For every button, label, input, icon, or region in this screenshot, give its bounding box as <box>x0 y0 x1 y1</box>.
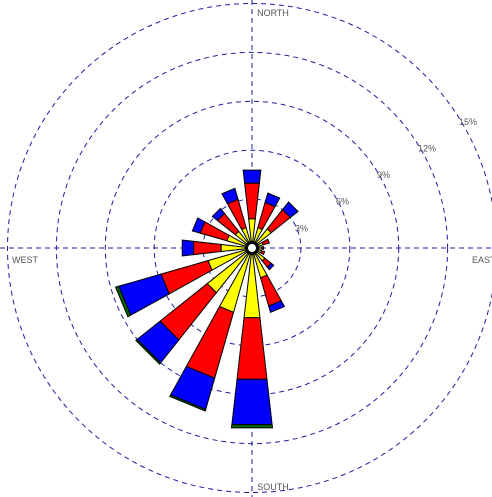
ring-label-15: 15% <box>459 117 477 127</box>
ring-label-9: 9% <box>377 170 390 180</box>
petal-270-class-2 <box>193 240 222 256</box>
label-east: EAST <box>472 255 492 265</box>
petal-157.5-class-2 <box>259 274 283 307</box>
labels: NORTH EAST SOUTH WEST <box>12 8 492 492</box>
petal-315-class-3 <box>211 207 226 222</box>
petal-45-class-3 <box>281 201 299 219</box>
grid-ring-15 <box>7 3 492 493</box>
petal-180-class-3 <box>231 378 273 426</box>
petals <box>114 169 299 429</box>
ring-label-3: 3% <box>295 223 308 233</box>
petal-202.5-class-4 <box>169 394 207 412</box>
petal-180-class-2 <box>236 317 268 380</box>
calm-center <box>245 241 259 255</box>
ring-label-12: 12% <box>418 143 436 153</box>
petal-180-class-4 <box>230 424 274 429</box>
petal-225-class-4 <box>135 338 162 365</box>
petal-112.5-class-2 <box>260 250 266 256</box>
petal-247.5-class-4 <box>114 285 132 318</box>
petal-157.5-class-3 <box>268 300 286 314</box>
petal-0-class-3 <box>242 169 262 184</box>
label-south: SOUTH <box>257 482 289 492</box>
petal-0-class-2 <box>244 182 260 220</box>
petal-135-class-3 <box>266 262 275 271</box>
petal-270-class-3 <box>181 239 195 257</box>
petal-22.5-class-3 <box>264 192 281 208</box>
petal-337.5-class-3 <box>221 187 239 205</box>
label-west: WEST <box>12 255 39 265</box>
petal-292.5-class-3 <box>191 217 206 234</box>
petal-67.5-class-2 <box>261 238 271 246</box>
petal-90-class-2 <box>261 246 264 250</box>
label-north: NORTH <box>257 8 289 18</box>
calm-dot <box>248 244 256 252</box>
ring-label-6: 6% <box>336 197 349 207</box>
